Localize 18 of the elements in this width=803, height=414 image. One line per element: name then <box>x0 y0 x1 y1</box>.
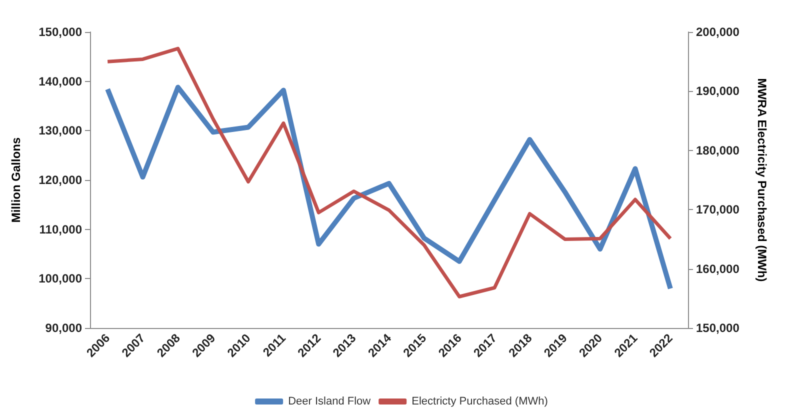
y2-axis-title: MWRA Electricity Purchased (MWh) <box>755 78 769 282</box>
y2-tick-label: 170,000 <box>696 202 740 217</box>
line-series <box>106 46 672 298</box>
legend-label: Deer Island Flow <box>288 396 371 408</box>
y-tick-label: 90,000 <box>45 321 82 335</box>
y-tick-label: 140,000 <box>38 74 82 88</box>
y-tick-label: 120,000 <box>38 173 82 187</box>
y2-tick-label: 190,000 <box>696 84 740 98</box>
y2-tick-label: 150,000 <box>696 321 740 335</box>
y2-tick-label: 160,000 <box>696 262 740 276</box>
legend-label: Electricty Purchased (MWh) <box>412 396 548 408</box>
y-tick-label: 100,000 <box>38 272 82 286</box>
y-tick-label: 130,000 <box>38 124 82 138</box>
y2-tick-label: 180,000 <box>696 143 740 158</box>
y-tick-label: 110,000 <box>39 222 82 236</box>
y-tick-label: 150,000 <box>38 25 82 39</box>
y2-tick-label: 200,000 <box>696 25 740 39</box>
y-axis-title: Million Gallons <box>9 137 23 223</box>
